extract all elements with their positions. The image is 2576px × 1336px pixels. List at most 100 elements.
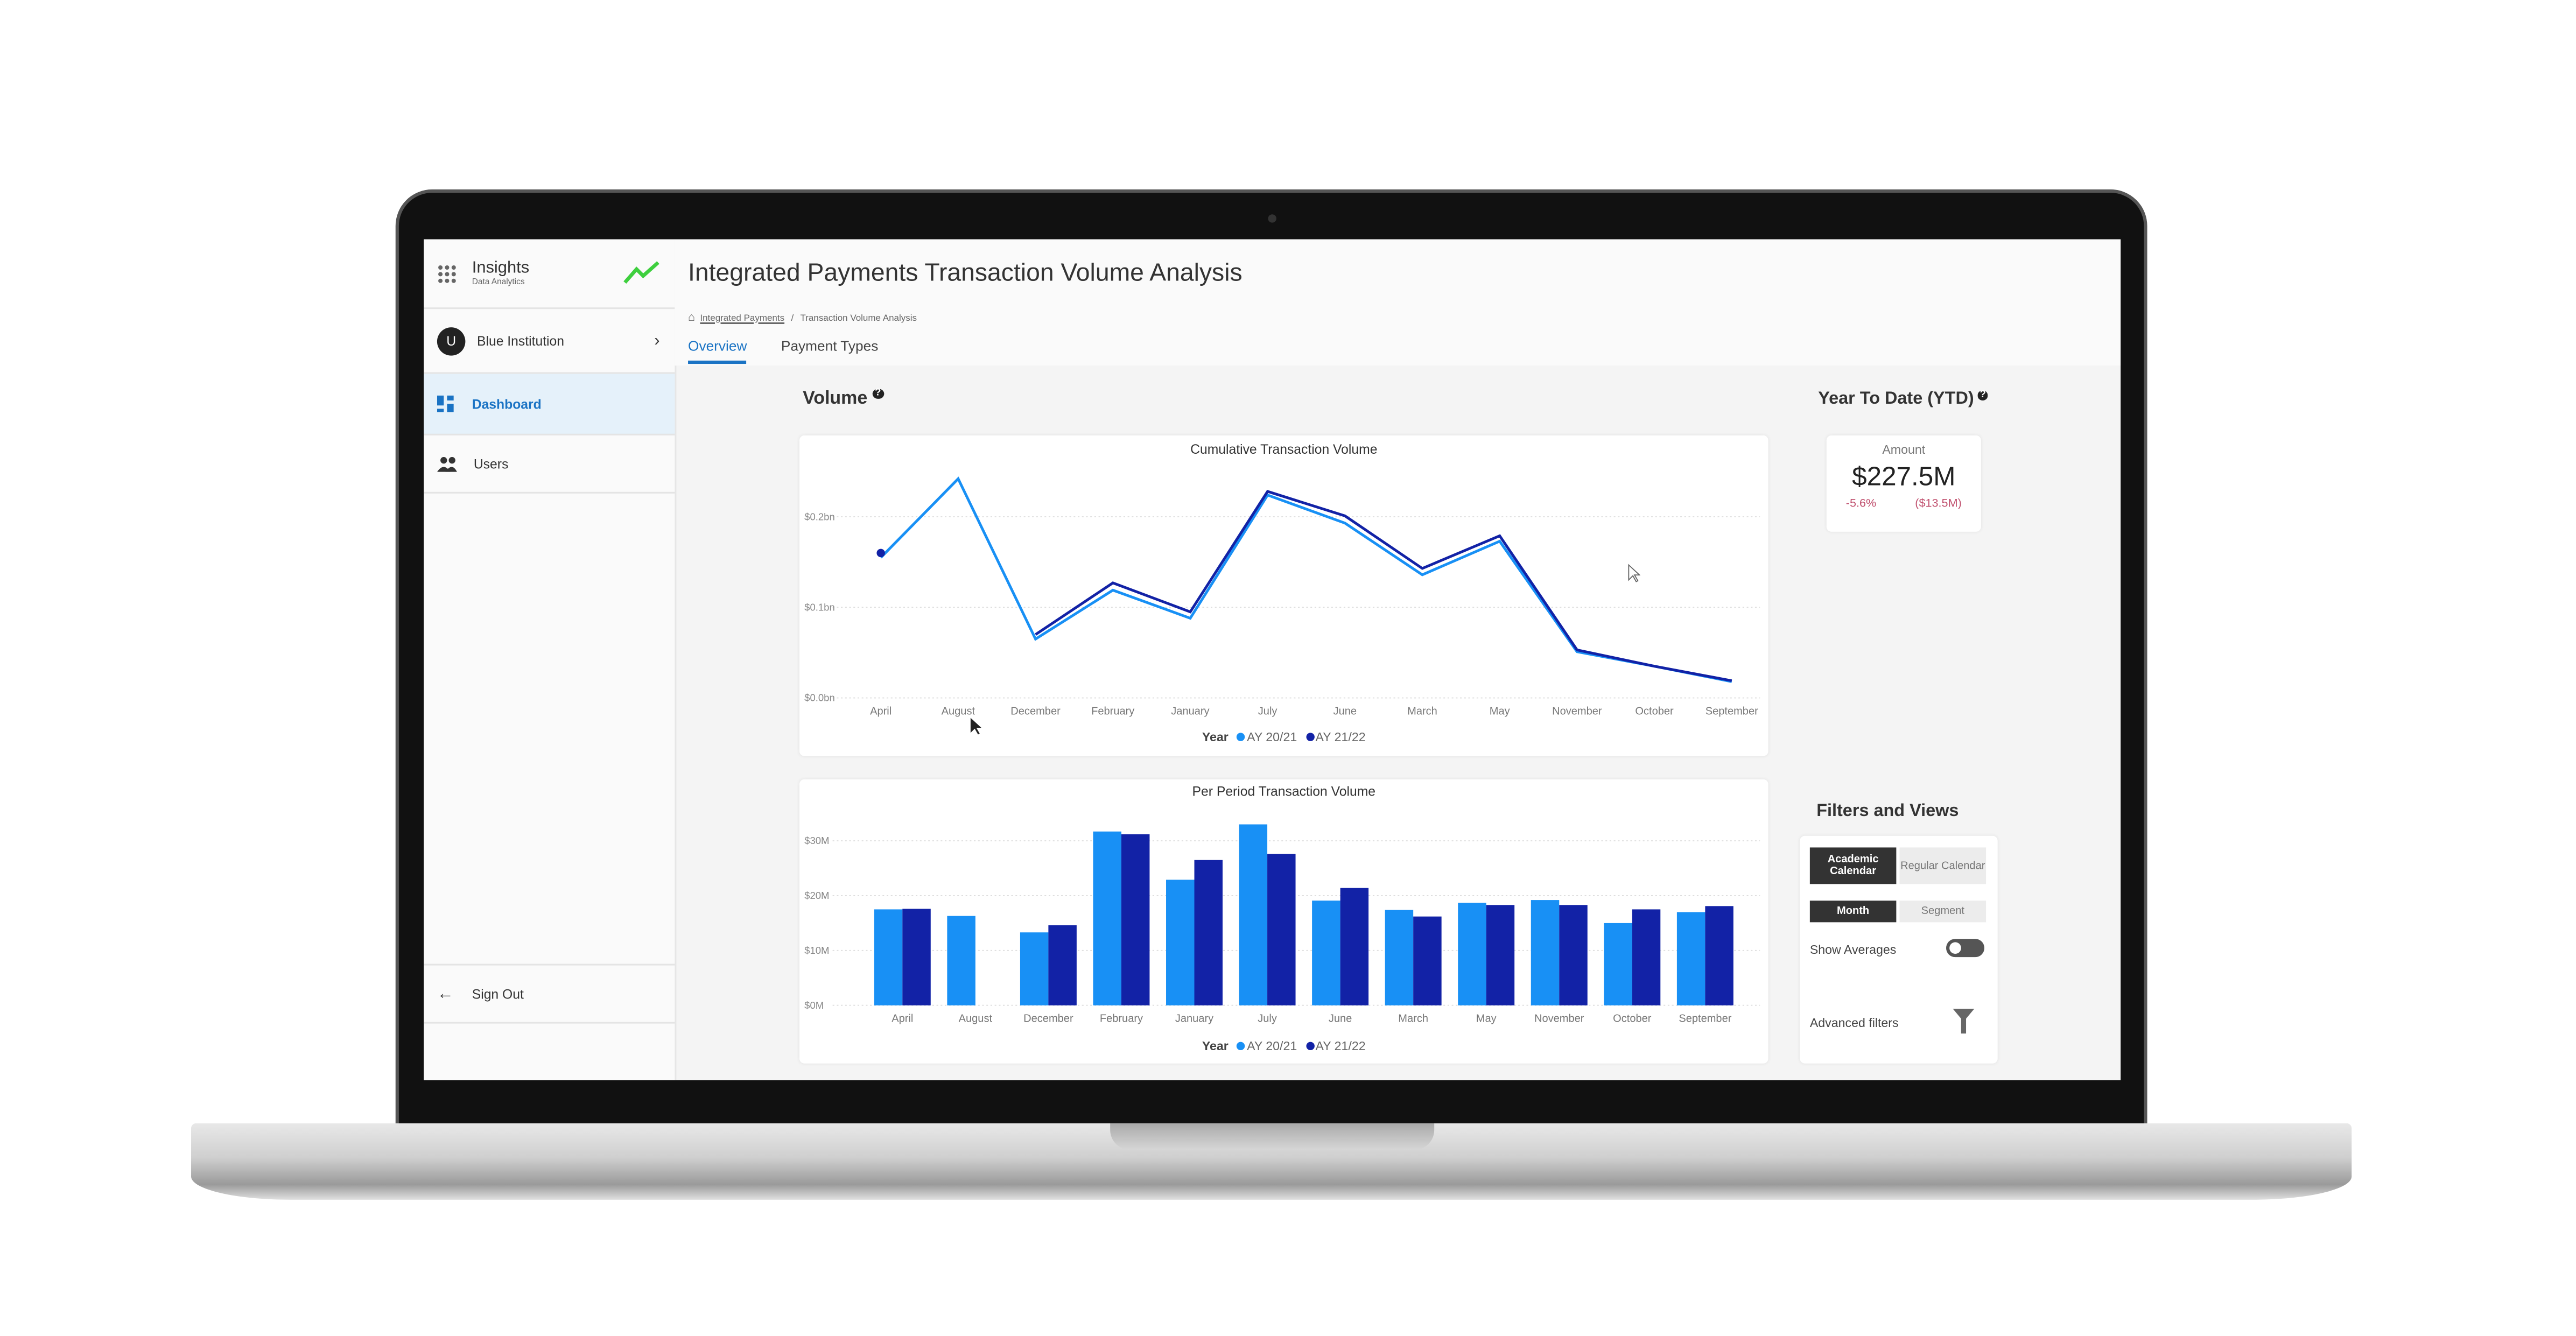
legend-dot-icon (1305, 733, 1314, 741)
x-tick-label: February (1100, 1013, 1143, 1025)
academic-calendar-button[interactable]: Academic Calendar (1809, 847, 1897, 884)
x-tick-label: January (1175, 1013, 1213, 1025)
app-header: Insights Data Analytics (424, 240, 675, 310)
ytd-label: Amount (1882, 442, 1926, 457)
x-tick-label: May (1476, 1013, 1497, 1025)
show-averages-toggle[interactable] (1946, 939, 1984, 958)
institution-selector[interactable]: U Blue Institution › (424, 309, 675, 374)
camera-icon (1268, 214, 1276, 223)
bar-february (1093, 831, 1121, 1005)
filters-card: Academic Calendar Regular Calendar Month… (1800, 835, 1998, 1064)
laptop-notch (1110, 1123, 1435, 1150)
ytd-heading-text: Year To Date (YTD) (1818, 389, 1974, 409)
legend-label[interactable]: AY 21/22 (1315, 729, 1366, 745)
bar-december (1048, 925, 1077, 1005)
bar-july (1239, 824, 1268, 1005)
page-header: Integrated Payments Transaction Volume A… (675, 239, 2121, 366)
app-grid-icon[interactable] (437, 263, 457, 283)
page-title: Integrated Payments Transaction Volume A… (688, 259, 1243, 288)
advanced-filters-label[interactable]: Advanced filters (1809, 1015, 1899, 1031)
x-tick-label: March (1407, 705, 1437, 717)
volume-heading-text: Volume (803, 389, 868, 409)
ytd-change-pct: -5.6% (1845, 498, 1877, 510)
bar-november (1559, 905, 1588, 1005)
help-icon[interactable]: ? (1977, 390, 1989, 400)
x-tick-label: December (1023, 1013, 1073, 1025)
segment-button[interactable]: Segment (1899, 901, 1987, 923)
regular-calendar-button[interactable]: Regular Calendar (1899, 847, 1987, 884)
legend-label[interactable]: AY 21/22 (1315, 1038, 1366, 1054)
series-line-AY 20/21 (880, 476, 1732, 683)
breadcrumb-current: Transaction Volume Analysis (800, 313, 917, 324)
y-tick-label: $0.1bn (804, 602, 835, 613)
x-tick-label: November (1552, 705, 1602, 717)
filters-heading: Filters and Views (1816, 800, 1959, 821)
sidebar-item-label: Dashboard (472, 396, 542, 412)
x-tick-label: August (959, 1013, 993, 1025)
legend-label[interactable]: AY 20/21 (1247, 1038, 1297, 1054)
x-tick-label: March (1398, 1013, 1428, 1025)
dashboard-icon (437, 395, 454, 412)
breadcrumb-link[interactable]: Integrated Payments (700, 313, 785, 324)
avatar: U (437, 326, 466, 355)
tab-overview[interactable]: Overview (688, 337, 747, 364)
sign-out-label: Sign Out (472, 986, 524, 1001)
x-tick-label: October (1635, 705, 1674, 717)
trend-up-icon (623, 261, 659, 284)
sidebar: Insights Data Analytics U Blue Instituti… (424, 239, 677, 1080)
sign-out-button[interactable]: ← Sign Out (424, 964, 675, 1024)
sidebar-item-users[interactable]: Users (424, 435, 675, 494)
x-tick-label: September (1705, 705, 1758, 717)
app-subtitle: Data Analytics (472, 277, 525, 288)
y-tick-label: $20M (804, 890, 829, 901)
bar-april (874, 909, 903, 1005)
series-line-AY 21/22 (1035, 490, 1732, 683)
bar-december (1020, 932, 1049, 1005)
tab-payment-types[interactable]: Payment Types (781, 337, 879, 354)
bar-june (1312, 901, 1340, 1005)
per-period-chart-card: Per Period Transaction Volume $0M $10M $20… (799, 779, 1768, 1064)
cumulative-line-chart: $0.0bn $0.1bn $0.2bn April August December Feb… (804, 476, 1760, 717)
mouse-cursor-icon (1628, 564, 1640, 582)
chart-legend: Year AY 20/21 AY 21/22 (799, 1038, 1768, 1053)
legend-dot-icon (1237, 1042, 1246, 1051)
mouse-cursor-icon (970, 718, 981, 735)
app-name: Insights (472, 259, 530, 278)
legend-label[interactable]: AY 20/21 (1247, 729, 1297, 745)
bar-january (1194, 860, 1223, 1005)
filter-icon[interactable] (1953, 1008, 1975, 1034)
x-tick-label: November (1534, 1013, 1584, 1025)
bar-february (1121, 834, 1150, 1005)
legend-title: Year (1202, 1038, 1229, 1054)
help-icon[interactable]: ? (872, 389, 884, 399)
screen: Insights Data Analytics U Blue Instituti… (424, 239, 2121, 1080)
chevron-right-icon: › (654, 331, 660, 350)
x-tick-label: October (1613, 1013, 1652, 1025)
y-tick-label: $0M (804, 1000, 824, 1011)
x-tick-label: June (1333, 705, 1357, 717)
ytd-value: $227.5M (1852, 463, 1956, 492)
bar-june (1340, 888, 1369, 1005)
volume-heading: Volume? (803, 389, 884, 409)
x-tick-label: June (1329, 1013, 1352, 1025)
y-tick-label: $0.2bn (804, 511, 835, 522)
arrow-left-icon: ← (437, 985, 454, 1003)
bar-october (1604, 923, 1632, 1005)
month-button[interactable]: Month (1809, 901, 1897, 923)
breadcrumb: ⌂ Integrated Payments / Transaction Volu… (688, 312, 917, 324)
bar-april (902, 909, 931, 1005)
series-point (876, 549, 885, 558)
legend-title: Year (1202, 729, 1229, 745)
bar-august (947, 916, 975, 1005)
sidebar-item-label: Users (473, 456, 509, 472)
ytd-change-abs: ($13.5M) (1915, 498, 1962, 510)
bar-march (1413, 916, 1442, 1005)
legend-dot-icon (1305, 1042, 1314, 1051)
legend-dot-icon (1237, 733, 1246, 741)
x-tick-label: April (870, 705, 892, 717)
chart-title: Cumulative Transaction Volume (1190, 442, 1378, 457)
bar-september (1705, 906, 1733, 1005)
sidebar-item-dashboard[interactable]: Dashboard (424, 374, 675, 435)
bar-march (1385, 910, 1414, 1005)
y-tick-label: $10M (804, 945, 829, 956)
